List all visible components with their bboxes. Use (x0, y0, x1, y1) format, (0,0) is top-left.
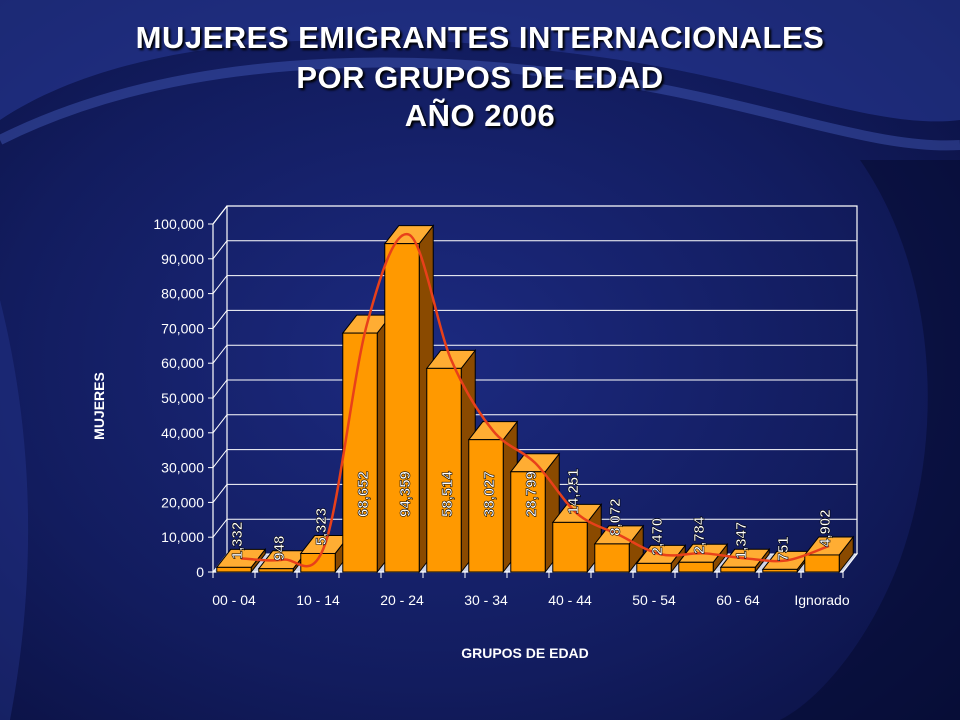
gridline (212, 344, 857, 364)
bar-front (342, 332, 378, 573)
title-line-1: MUJERES EMIGRANTES INTERNACIONALES (135, 20, 825, 55)
gridline (212, 240, 857, 260)
gridline (212, 414, 857, 434)
x-tick-label: 40 - 44 (548, 592, 592, 608)
gridline (212, 309, 857, 329)
x-axis-label: GRUPOS DE EDAD (461, 645, 589, 661)
y-tick-label: 70,000 (161, 320, 204, 336)
x-axis-ticks: 00 - 04 10 - 14 20 - 24 30 - 34 40 - 44 50 - … (212, 572, 850, 608)
gridline (212, 379, 857, 399)
bar-front (720, 566, 756, 573)
y-axis-label: MUJERES (91, 372, 107, 440)
bar-front (510, 471, 546, 573)
gridline (212, 205, 857, 225)
bar-front (384, 243, 420, 573)
bar-front (762, 568, 798, 573)
trend-line-path (240, 232, 830, 568)
x-tick-label: 30 - 34 (464, 592, 508, 608)
x-tick-label: 00 - 04 (212, 592, 256, 608)
y-tick-label: 50,000 (161, 390, 204, 406)
value-label: 751 (775, 536, 792, 561)
x-tick-label: Ignorado (794, 592, 849, 608)
bar (509, 452, 561, 574)
value-label: 2,470 (649, 518, 666, 556)
gridline (212, 449, 857, 468)
x-tick-label: 10 - 14 (296, 592, 340, 608)
x-tick-label: 50 - 54 (632, 592, 676, 608)
y-tick-label: 20,000 (161, 494, 204, 510)
value-label: 5,323 (313, 508, 330, 546)
bar-front (258, 568, 294, 573)
gridline (212, 518, 857, 538)
gridlines (212, 205, 857, 538)
bar (425, 348, 477, 574)
bar-front (804, 554, 840, 573)
bar-front (216, 566, 252, 573)
value-label: 1,347 (733, 522, 750, 560)
bar (383, 224, 435, 574)
bar-front (426, 367, 462, 573)
bar-front (300, 552, 336, 573)
y-tick-label: 90,000 (161, 251, 204, 267)
bar-front (468, 439, 504, 573)
value-label: 14,251 (565, 469, 582, 515)
y-tick-label: 100,000 (153, 216, 204, 232)
x-tick-label: 60 - 64 (716, 592, 760, 608)
bar-front (636, 562, 672, 573)
y-tick-label: 80,000 (161, 286, 204, 302)
value-label: 68,652 (355, 471, 372, 517)
gridline (212, 483, 857, 503)
gridline (212, 275, 857, 294)
value-label: 2,784 (691, 516, 708, 554)
bar-front (678, 561, 714, 573)
bar (341, 313, 393, 574)
value-labels: 1,332 948 5,323 68,652 94,359 58,514 38,027 28,… (229, 468, 835, 561)
x-tick-label: 20 - 24 (380, 592, 424, 608)
bar-front (552, 521, 588, 573)
value-label: 4,902 (817, 509, 834, 547)
value-label: 28,799 (523, 471, 540, 517)
y-axis-ticks: 0 10,000 20,000 30,000 40,000 50,000 60,000 70,… (153, 216, 213, 580)
y-tick-label: 30,000 (161, 460, 204, 476)
value-label: 948 (271, 536, 288, 561)
y-tick-label: 10,000 (161, 529, 204, 545)
value-label: 94,359 (397, 471, 414, 517)
bar-front (594, 543, 630, 573)
value-label: 1,332 (229, 522, 246, 560)
y-tick-label: 60,000 (161, 355, 204, 371)
title-line-3: AÑO 2006 (404, 98, 556, 133)
bars (215, 224, 855, 574)
title-line-2: POR GRUPOS DE EDAD (296, 60, 664, 95)
value-label: 58,514 (439, 470, 456, 517)
y-tick-label: 40,000 (161, 425, 204, 441)
trend-line (240, 232, 830, 568)
y-tick-label: 0 (196, 564, 204, 580)
value-label: 8,072 (607, 498, 624, 536)
value-label: 38,027 (481, 471, 498, 517)
